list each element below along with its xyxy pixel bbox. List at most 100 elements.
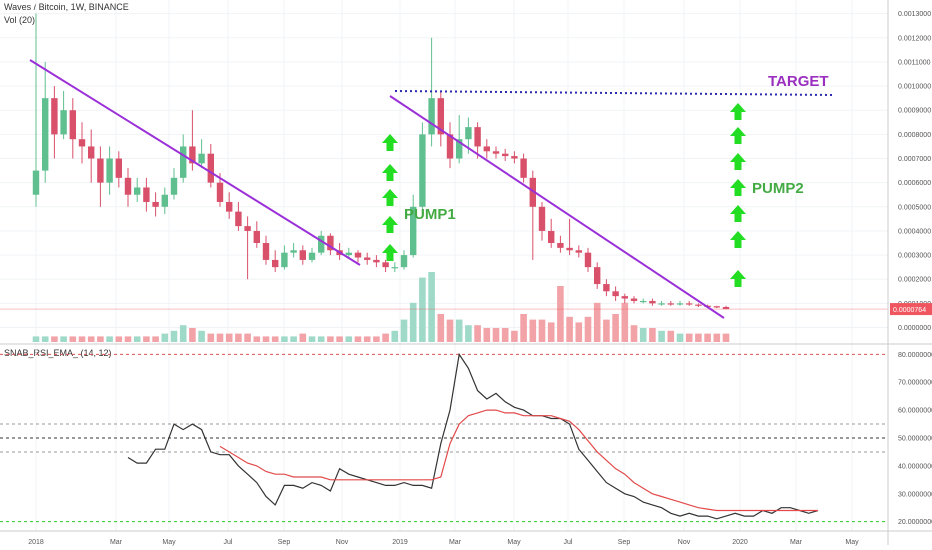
candle-body	[658, 303, 665, 305]
candle-body	[244, 226, 251, 231]
candle-body	[198, 153, 205, 164]
volume-bar	[69, 336, 77, 342]
y-tick-label: 0.0006000	[898, 180, 931, 187]
volume-bar	[547, 322, 555, 342]
x-tick-label: May	[507, 539, 521, 546]
rsi-y-tick-label: 80.0000000	[898, 352, 932, 359]
volume-bar	[465, 325, 472, 342]
volume-bar	[161, 333, 169, 342]
candle-body	[676, 303, 684, 305]
volume-bar	[400, 319, 408, 342]
y-tick-label: 0.0004000	[898, 228, 931, 235]
candle-body	[207, 153, 214, 183]
candle-body	[640, 300, 647, 303]
x-tick-label: May	[162, 539, 176, 546]
x-tick-label: 2018	[28, 539, 44, 546]
trendline-2018	[29, 59, 361, 266]
candle-body	[584, 252, 592, 268]
volume-bar	[198, 330, 205, 342]
volume-bar	[511, 330, 518, 342]
candle-body	[594, 267, 601, 285]
grid	[0, 0, 888, 531]
y-tick-label: 0.0002000	[898, 277, 931, 284]
candle-body	[428, 98, 435, 135]
pump2-arrow-icon	[730, 153, 746, 170]
volume-bar	[143, 336, 150, 342]
volume-bar	[529, 319, 537, 342]
candle-body	[621, 296, 628, 299]
volume-bar	[409, 302, 417, 342]
volume-bar	[621, 302, 629, 342]
candle-body	[649, 300, 656, 304]
candle-body	[538, 206, 546, 231]
volume-bar	[373, 336, 380, 342]
candle-body	[226, 201, 233, 212]
candle-body	[170, 177, 178, 195]
pump2-arrow-icon	[730, 103, 746, 120]
pump2-arrow-icon	[730, 270, 746, 287]
x-tick-label: Nov	[336, 539, 349, 546]
volume-bar	[419, 277, 426, 342]
candle-body	[382, 262, 389, 268]
candle-body	[520, 158, 527, 178]
x-tick-label: Sep	[278, 539, 291, 546]
volume-bar	[262, 336, 270, 342]
candle-body	[308, 252, 316, 260]
candle-body	[161, 194, 168, 207]
candle-body	[474, 127, 481, 147]
y-tick-label: 0.0010000	[898, 84, 931, 91]
candle-body	[235, 211, 242, 227]
candle-body	[281, 252, 288, 268]
volume-bar	[308, 336, 316, 342]
volume-bar	[124, 336, 132, 342]
volume-bar	[704, 333, 711, 342]
x-tick-label: 2019	[392, 539, 408, 546]
candle-body	[391, 267, 398, 269]
volume-bar	[382, 333, 389, 342]
y-tick-label: 0.0008000	[898, 132, 931, 139]
y-tick-label: 0.0011000	[898, 59, 931, 66]
candle-body	[575, 250, 582, 253]
volume-bar	[207, 333, 215, 342]
x-tick-label: May	[845, 539, 859, 546]
candle-body	[51, 98, 58, 135]
candle-body	[465, 127, 472, 140]
x-tick-label: 2020	[732, 539, 748, 546]
y-tick-label: 0.0003000	[898, 253, 931, 260]
rsi-y-tick-label: 30.0000000	[898, 491, 932, 498]
candle-body	[115, 158, 122, 178]
volume-bar	[235, 333, 242, 342]
candle-body	[106, 158, 113, 183]
candle-body	[492, 151, 500, 154]
candle-body	[548, 230, 555, 244]
candle-body	[42, 98, 49, 171]
candle-body	[566, 247, 573, 251]
x-tick-label: Nov	[678, 539, 691, 546]
candle-body	[630, 298, 638, 301]
candle-body	[529, 177, 536, 207]
candle-body	[345, 252, 352, 256]
volume-bar	[483, 328, 491, 342]
candle-body	[695, 304, 702, 306]
candle-body	[364, 257, 371, 260]
candle-body	[60, 110, 67, 135]
pump1-arrow-icon	[382, 164, 398, 181]
candle-body	[318, 235, 325, 253]
volume-bar	[649, 328, 656, 342]
candle-body	[354, 252, 362, 258]
pump1-arrow-icon	[382, 134, 398, 151]
x-tick-label: Mar	[110, 539, 123, 546]
volume-bar	[271, 336, 279, 342]
candle-body	[180, 146, 187, 178]
volume-bar	[520, 314, 527, 342]
pump2-label: PUMP2	[752, 180, 804, 197]
candle-body	[722, 306, 730, 310]
volume-bar	[299, 333, 307, 342]
volume-bar	[630, 325, 638, 342]
volume-bar	[695, 333, 702, 342]
candle-body	[502, 153, 509, 157]
volume-bar	[501, 328, 509, 342]
volume-bar	[363, 336, 371, 342]
